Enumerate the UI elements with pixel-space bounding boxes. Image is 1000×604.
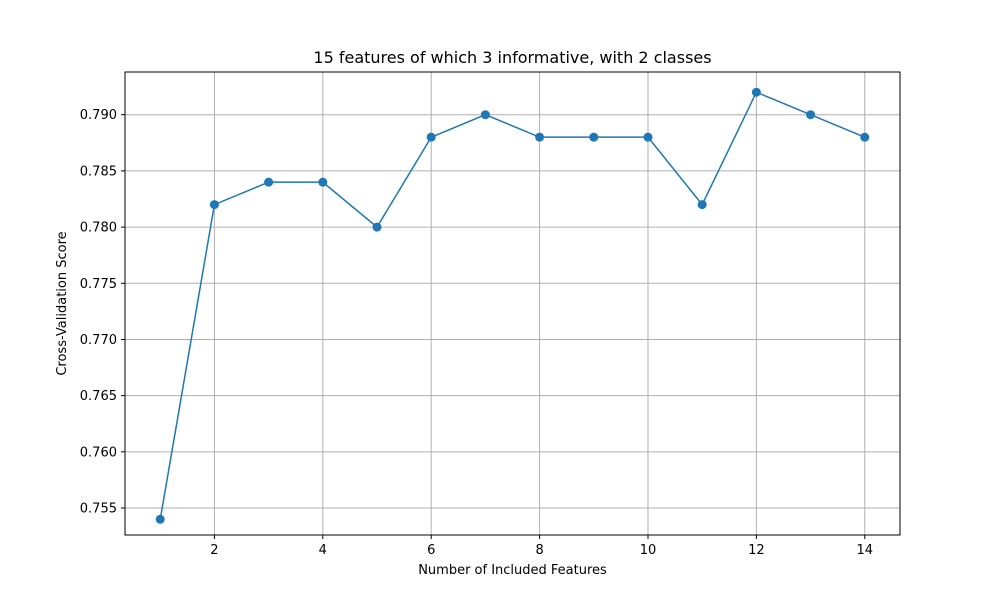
data-point [155,514,165,524]
x-tick-label: 10 [640,543,657,558]
grid-lines [125,72,900,535]
series-layer [155,87,870,524]
x-axis-label: Number of Included Features [418,563,607,578]
x-tick-label: 14 [856,543,873,558]
data-point [860,132,870,142]
y-tick-label: 0.790 [80,108,117,123]
axis-ticks: 2 4 6 8 10 12 14 0.755 0.760 0.765 0.770 0.775 0.780… [80,108,873,558]
series-line [159,91,866,520]
x-tick-label: 12 [748,543,765,558]
data-point [209,200,219,210]
data-point [806,110,816,120]
data-point [426,132,436,142]
data-point [318,177,328,187]
y-tick-label: 0.765 [80,389,117,404]
y-tick-label: 0.775 [80,277,117,292]
x-tick-label: 6 [427,543,435,558]
data-point [372,222,382,232]
data-point [643,132,653,142]
data-point [589,132,599,142]
chart-title: 15 features of which 3 informative, with… [313,48,711,67]
y-tick-label: 0.770 [80,333,117,348]
data-point [480,110,490,120]
data-point [535,132,545,142]
plot-frame [124,71,901,536]
data-point [751,87,761,97]
data-point [264,177,274,187]
y-tick-label: 0.760 [80,445,117,460]
x-tick-label: 8 [535,543,543,558]
y-tick-label: 0.780 [80,221,117,236]
y-tick-label: 0.785 [80,164,117,179]
data-point [697,200,707,210]
x-tick-label: 4 [319,543,327,558]
x-tick-label: 2 [210,543,218,558]
y-axis-label: Cross-Validation Score [55,231,70,375]
y-tick-label: 0.755 [80,502,117,517]
